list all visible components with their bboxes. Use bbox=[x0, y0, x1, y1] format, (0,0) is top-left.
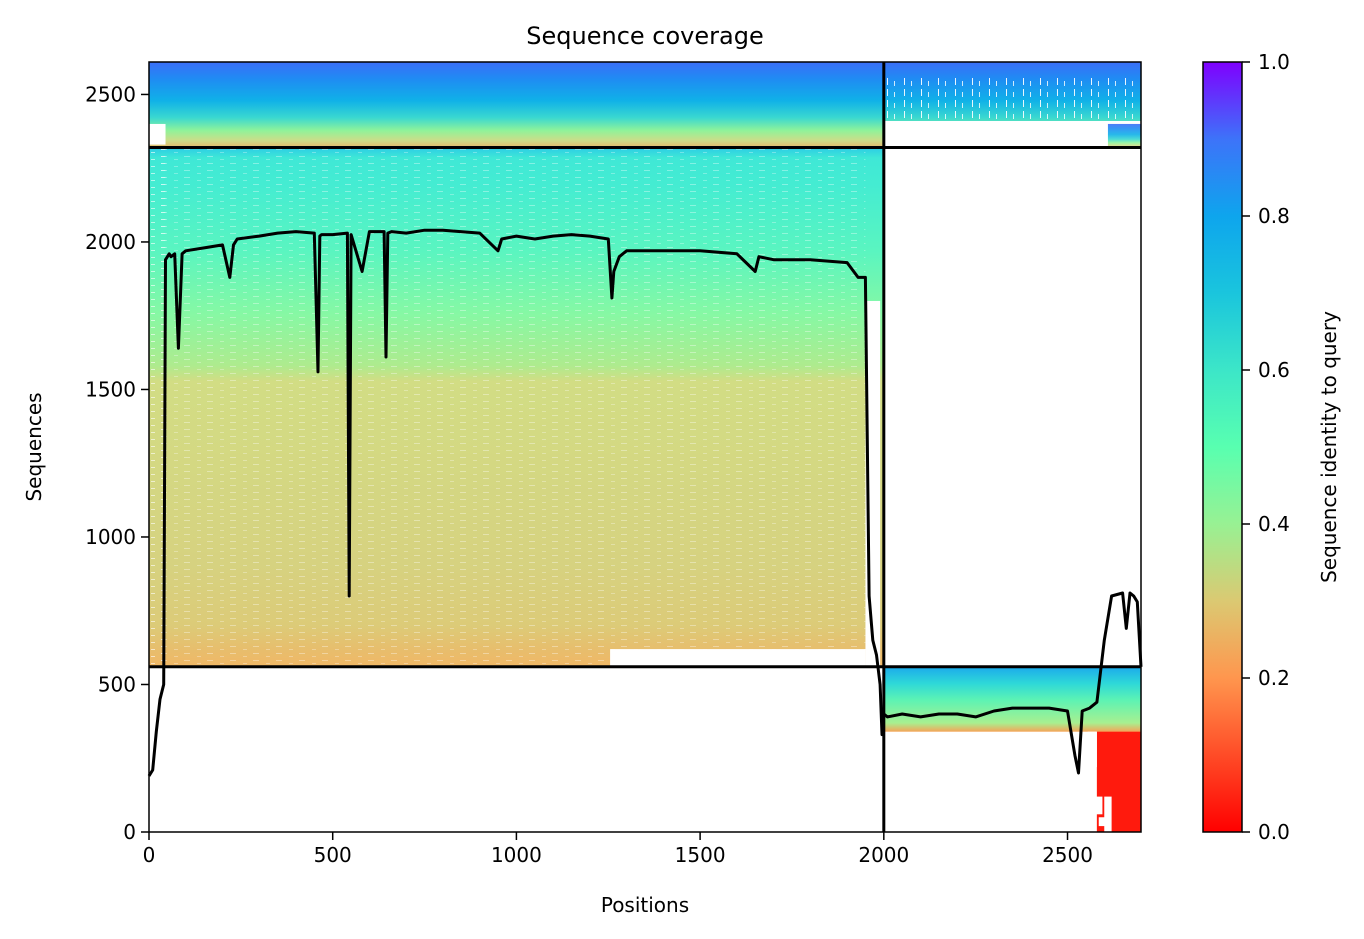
y-tick-label: 0 bbox=[123, 820, 136, 844]
colorbar-ticks: 0.0 0.2 0.4 0.6 0.8 1.0 bbox=[1242, 50, 1290, 844]
y-tick-label: 500 bbox=[98, 672, 136, 696]
x-axis-title: Positions bbox=[601, 893, 689, 917]
plot-area bbox=[147, 61, 1143, 833]
chainA-left-speckle bbox=[149, 147, 166, 667]
colorbar: 0.0 0.2 0.4 0.6 0.8 1.0 Sequence identity to … bbox=[1202, 50, 1341, 844]
paired-gap-left bbox=[149, 123, 166, 145]
colorbar-title: Sequence identity to query bbox=[1317, 311, 1341, 583]
x-tick-label: 1500 bbox=[675, 843, 726, 867]
chainB-red bbox=[1096, 731, 1141, 832]
boundary-lines bbox=[149, 62, 1141, 832]
chainB-ragged bbox=[1087, 731, 1097, 768]
x-tick-label: 0 bbox=[143, 843, 156, 867]
paired-edge-tail bbox=[1107, 123, 1141, 148]
chainB-ragged bbox=[1093, 796, 1103, 815]
y-tick-label: 2000 bbox=[85, 230, 136, 254]
y-axis-title: Sequences bbox=[22, 392, 46, 501]
heatmap-texture bbox=[149, 76, 1141, 832]
y-tick-label: 1000 bbox=[85, 525, 136, 549]
colorbar-tick-label: 0.6 bbox=[1258, 358, 1290, 382]
colorbar-tick-label: 1.0 bbox=[1258, 50, 1290, 74]
y-tick-label: 1500 bbox=[85, 377, 136, 401]
x-tick-label: 1000 bbox=[491, 843, 542, 867]
chainB-empty bbox=[883, 731, 1097, 832]
plot-frame bbox=[148, 61, 1142, 833]
colorbar-tick-label: 0.8 bbox=[1258, 204, 1290, 228]
x-tick-label: 500 bbox=[314, 843, 352, 867]
colorbar-tick-label: 0.4 bbox=[1258, 512, 1290, 536]
colorbar-tick-label: 0.2 bbox=[1258, 666, 1290, 690]
colorbar-tick-label: 0.0 bbox=[1258, 820, 1290, 844]
y-axis: 0 500 1000 1500 2000 2500 bbox=[85, 82, 149, 844]
colorbar-gradient bbox=[1202, 61, 1243, 833]
chainB-ragged-low bbox=[1104, 796, 1112, 832]
chart-title: Sequence coverage bbox=[526, 22, 763, 50]
chainA-speckle bbox=[165, 147, 866, 667]
x-tick-label: 2000 bbox=[858, 843, 909, 867]
y-tick-label: 2500 bbox=[85, 82, 136, 106]
chainB-ragged bbox=[1098, 817, 1108, 827]
coverage-line bbox=[147, 228, 1143, 777]
x-tick-label: 2500 bbox=[1042, 843, 1093, 867]
chainA-corner-gap bbox=[610, 649, 866, 667]
x-axis: 0 500 1000 1500 2000 2500 bbox=[143, 832, 1093, 867]
